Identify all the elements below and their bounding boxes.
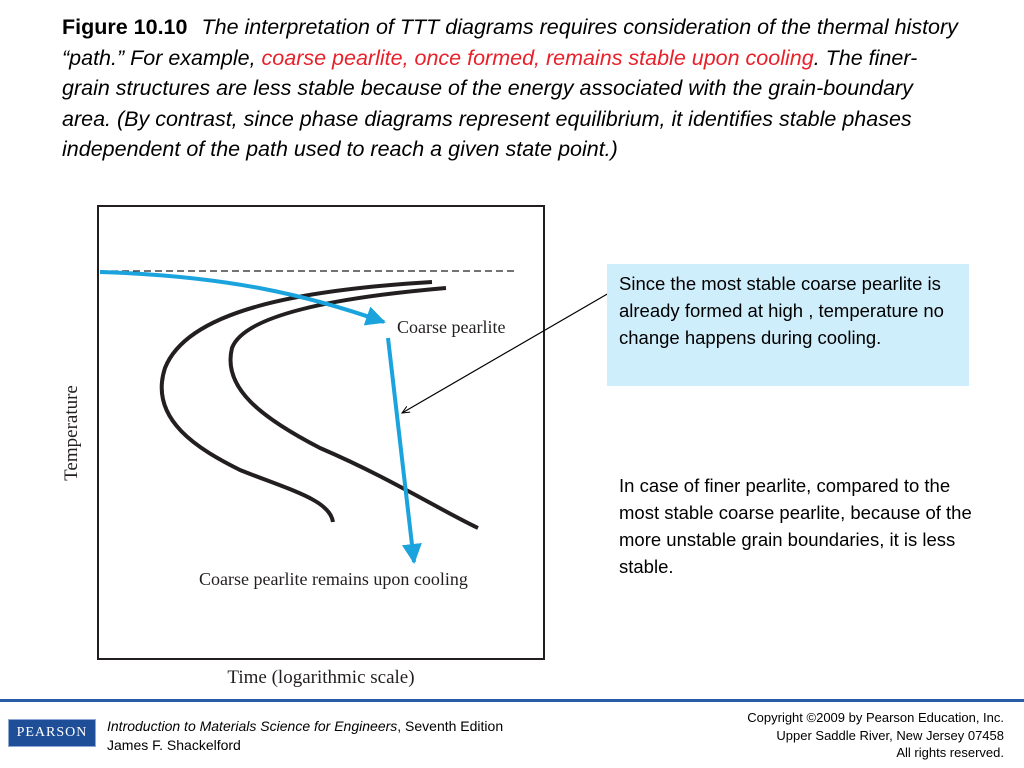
book-citation: Introduction to Materials Science for En… [107, 717, 503, 755]
callout-pointer-arrow [402, 292, 610, 413]
book-title: Introduction to Materials Science for En… [107, 718, 398, 734]
caption-text-intro: The interpretation of TTT diagrams requi… [62, 15, 958, 70]
cooling-path-upper [99, 270, 386, 326]
y-axis-label: Temperature [61, 385, 82, 481]
caption-text-rest: . The finer-grain structures are less st… [62, 45, 918, 162]
book-edition: , Seventh Edition [397, 718, 504, 734]
figure-label: Figure 10.10 [62, 15, 188, 39]
finish-curve [228, 286, 479, 530]
finer-pearlite-note: In case of finer pearlite, compared to t… [619, 475, 972, 577]
plot-frame [97, 205, 545, 660]
start-curve [159, 280, 433, 523]
cooling-path-lower [386, 337, 422, 564]
caption-highlight: coarse pearlite, once formed, remains st… [261, 45, 814, 70]
remains-upon-cooling-label: Coarse pearlite remains upon cooling [199, 569, 468, 589]
x-axis-label: Time (logarithmic scale) [227, 667, 414, 688]
footer-divider [0, 699, 1024, 702]
figure-caption: Figure 10.10 The interpretation of TTT di… [62, 12, 962, 165]
book-author: James F. Shackelford [107, 737, 241, 753]
publisher-address: Upper Saddle River, New Jersey 07458 [776, 727, 1004, 743]
copyright-notice: Copyright ©2009 by Pearson Education, In… [747, 709, 1004, 762]
stable-pearlite-callout: Since the most stable coarse pearlite is… [607, 264, 969, 386]
copyright-line: Copyright ©2009 by Pearson Education, In… [747, 710, 1004, 725]
pearson-logo: PEARSON [8, 719, 96, 747]
rights-line: All rights reserved. [896, 745, 1004, 760]
ttt-diagram: Coarse pearlite Coarse pearlite remains … [61, 205, 610, 688]
coarse-pearlite-label: Coarse pearlite [397, 317, 505, 337]
